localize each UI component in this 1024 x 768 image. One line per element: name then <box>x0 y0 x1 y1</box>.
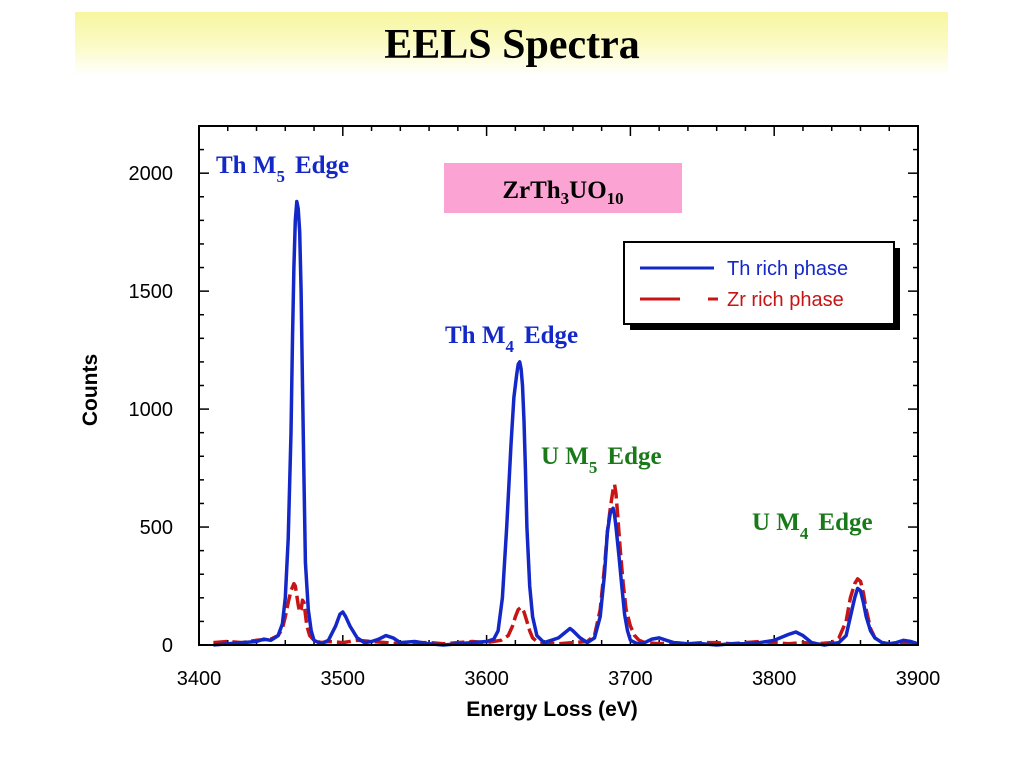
series-line-th-rich-phase <box>213 199 919 647</box>
annotation-th-m4-edge: Th M4 Edge <box>445 322 578 356</box>
annotation-u-m5-edge: U M5 Edge <box>541 443 662 477</box>
formula-text: ZrTh3UO10 <box>502 177 623 208</box>
x-tick-label: 3400 <box>177 668 222 690</box>
legend-label-th-rich: Th rich phase <box>727 258 848 280</box>
x-tick-label: 3500 <box>321 668 366 690</box>
x-tick-label: 3900 <box>896 668 941 690</box>
x-tick-label: 3600 <box>464 668 509 690</box>
formula-box <box>444 163 682 213</box>
x-tick-label: 3700 <box>608 668 653 690</box>
series-line-zr-rich-phase <box>213 482 919 646</box>
legend-box <box>623 241 895 325</box>
title-banner <box>75 12 948 76</box>
page-title: EELS Spectra <box>384 22 640 68</box>
annotation-u-m4-edge: U M4 Edge <box>752 509 873 543</box>
legend: Th rich phase Zr rich phase <box>623 241 900 330</box>
x-tick-label: 3800 <box>752 668 797 690</box>
y-tick-label: 2000 <box>129 163 174 185</box>
series-lines <box>213 199 919 647</box>
legend-label-zr-rich: Zr rich phase <box>727 289 844 311</box>
x-axis-title: Energy Loss (eV) <box>466 698 638 721</box>
y-tick-labels: 0 500 1000 1500 2000 <box>129 163 174 657</box>
y-tick-label: 0 <box>162 635 173 657</box>
y-tick-label: 1000 <box>129 399 174 421</box>
y-tick-label: 1500 <box>129 281 174 303</box>
y-tick-label: 500 <box>140 517 173 539</box>
x-tick-labels: 3400 3500 3600 3700 3800 3900 <box>177 668 941 690</box>
annotation-th-m5-edge: Th M5 Edge <box>216 152 349 186</box>
plot-frame <box>198 125 919 646</box>
y-axis-title: Counts <box>79 354 102 426</box>
